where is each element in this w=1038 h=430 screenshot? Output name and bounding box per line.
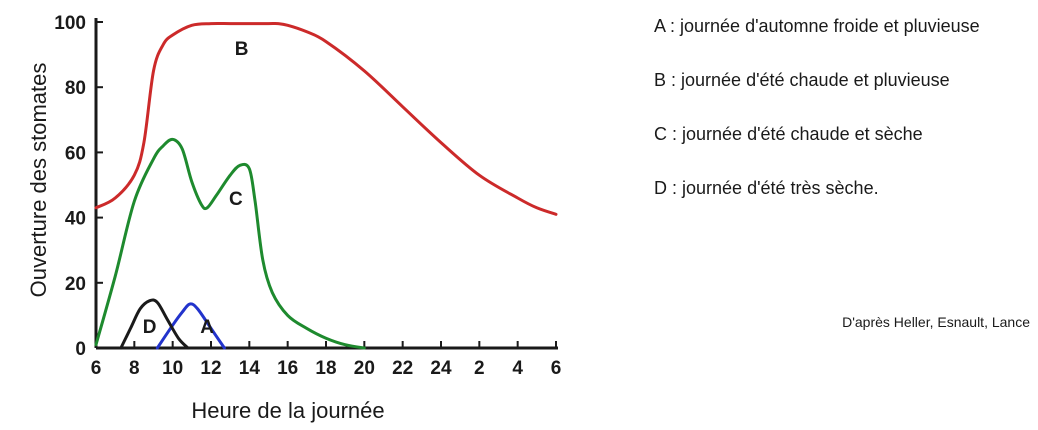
legend-text-d: journée d'été très sèche. bbox=[682, 178, 879, 198]
x-tick-label: 2 bbox=[474, 358, 485, 379]
legend-item-b: B : journée d'été chaude et pluvieuse bbox=[654, 68, 1034, 92]
y-tick-label: 0 bbox=[75, 339, 86, 360]
source-credit: D'après Heller, Esnault, Lance bbox=[842, 314, 1030, 330]
curve-label-b: B bbox=[235, 39, 249, 60]
legend: A : journée d'automne froide et pluvieus… bbox=[654, 14, 1034, 230]
legend-text-a: journée d'automne froide et pluvieuse bbox=[680, 16, 980, 36]
chart-curves bbox=[94, 22, 558, 350]
y-tick-label: 40 bbox=[65, 209, 86, 230]
legend-text-b: journée d'été chaude et pluvieuse bbox=[681, 70, 950, 90]
series-line-a bbox=[155, 302, 226, 350]
x-tick-label: 8 bbox=[129, 358, 140, 379]
series-line-d bbox=[119, 298, 190, 350]
x-tick-label: 22 bbox=[392, 358, 413, 379]
curve-label-c: C bbox=[229, 189, 243, 210]
legend-key-a: A : bbox=[654, 16, 681, 36]
x-tick-label: 20 bbox=[354, 358, 375, 379]
y-tick-label: 20 bbox=[65, 274, 86, 295]
legend-key-b: B : bbox=[654, 70, 682, 90]
curve-label-d: D bbox=[143, 317, 157, 338]
series-line-b bbox=[94, 22, 558, 216]
legend-item-a: A : journée d'automne froide et pluvieus… bbox=[654, 14, 1034, 38]
legend-text-c: journée d'été chaude et sèche bbox=[682, 124, 923, 144]
x-tick-label: 4 bbox=[512, 358, 523, 379]
y-tick-label: 100 bbox=[54, 13, 86, 34]
x-tick-label: 10 bbox=[162, 358, 183, 379]
legend-key-d: D : bbox=[654, 178, 683, 198]
y-axis-title: Ouverture des stomates bbox=[26, 63, 51, 298]
x-tick-label: 16 bbox=[277, 358, 298, 379]
x-tick-label: 6 bbox=[91, 358, 102, 379]
x-tick-label: 6 bbox=[551, 358, 562, 379]
legend-key-c: C : bbox=[654, 124, 683, 144]
x-tick-label: 18 bbox=[315, 358, 336, 379]
y-tick-label: 80 bbox=[65, 78, 86, 99]
x-tick-label: 24 bbox=[430, 358, 452, 379]
series-line-c bbox=[94, 137, 366, 350]
chart-labels: A B C D bbox=[143, 39, 249, 338]
curve-label-a: A bbox=[200, 317, 214, 338]
y-tick-label: 60 bbox=[65, 143, 86, 164]
legend-item-c: C : journée d'été chaude et sèche bbox=[654, 122, 1034, 146]
x-tick-label: 14 bbox=[239, 358, 261, 379]
legend-item-d: D : journée d'été très sèche. bbox=[654, 176, 1034, 200]
x-axis-title: Heure de la journée bbox=[191, 398, 384, 423]
x-tick-label: 12 bbox=[200, 358, 221, 379]
